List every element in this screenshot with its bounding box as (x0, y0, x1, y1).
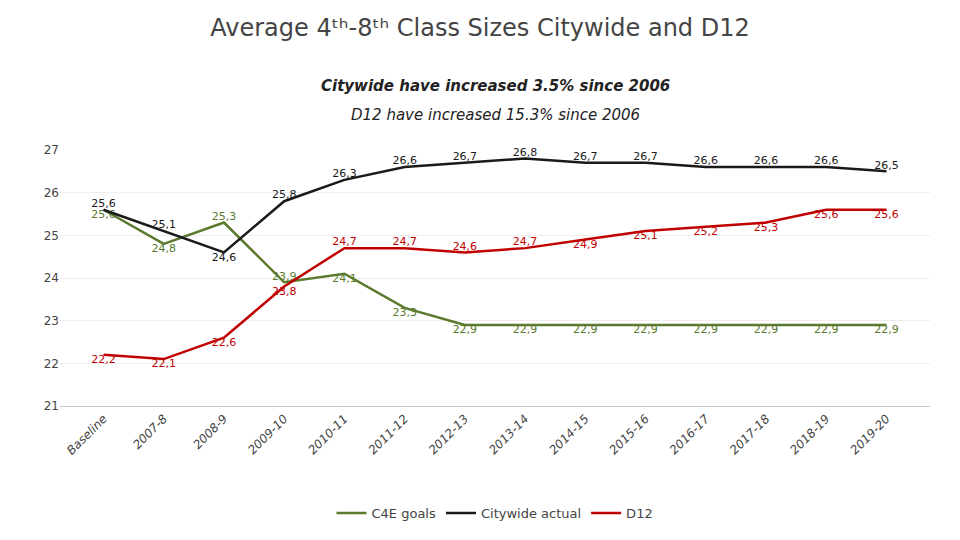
svg-text:25,6: 25,6 (814, 208, 839, 221)
svg-text:2013-14: 2013-14 (486, 412, 531, 457)
svg-text:D12: D12 (626, 506, 653, 521)
svg-text:22,9: 22,9 (694, 323, 719, 336)
svg-text:25: 25 (44, 229, 59, 243)
svg-text:26,3: 26,3 (332, 167, 357, 180)
svg-text:23,8: 23,8 (272, 285, 297, 298)
svg-text:27: 27 (44, 143, 59, 157)
svg-text:2019-20: 2019-20 (848, 412, 894, 458)
svg-text:2009-10: 2009-10 (245, 412, 291, 458)
svg-text:C4E goals: C4E goals (372, 506, 436, 521)
svg-text:24,6: 24,6 (212, 251, 237, 264)
svg-text:Average 4ᵗʰ-8ᵗʰ Class Sizes Ci: Average 4ᵗʰ-8ᵗʰ Class Sizes Citywide and… (210, 14, 750, 42)
svg-text:2008-9: 2008-9 (190, 412, 230, 452)
svg-text:25,3: 25,3 (212, 210, 237, 223)
svg-text:23,3: 23,3 (392, 306, 417, 319)
svg-text:24,7: 24,7 (332, 235, 357, 248)
svg-text:2017-18: 2017-18 (727, 412, 773, 458)
svg-text:25,3: 25,3 (754, 221, 779, 234)
svg-text:24,6: 24,6 (453, 240, 478, 253)
svg-text:26,8: 26,8 (513, 146, 538, 159)
svg-text:24,9: 24,9 (573, 238, 598, 251)
svg-text:22,6: 22,6 (212, 336, 237, 349)
svg-text:24,7: 24,7 (513, 235, 538, 248)
svg-text:25,2: 25,2 (694, 225, 719, 238)
svg-text:2012-13: 2012-13 (426, 412, 471, 457)
svg-text:23: 23 (44, 314, 59, 328)
svg-text:26: 26 (44, 186, 59, 200)
svg-text:21: 21 (44, 399, 59, 413)
svg-text:22,9: 22,9 (573, 323, 598, 336)
svg-text:D12 have increased 15.3% since: D12 have increased 15.3% since 2006 (351, 106, 640, 124)
svg-text:25,8: 25,8 (272, 188, 297, 201)
svg-text:23,9: 23,9 (272, 270, 297, 283)
svg-text:2010-11: 2010-11 (305, 412, 350, 457)
svg-text:2011-12: 2011-12 (366, 412, 411, 457)
svg-text:25,6: 25,6 (874, 208, 899, 221)
svg-text:26,7: 26,7 (573, 150, 598, 163)
svg-text:22,9: 22,9 (814, 323, 839, 336)
svg-text:Citywide actual: Citywide actual (481, 506, 581, 521)
svg-text:24,8: 24,8 (151, 242, 176, 255)
svg-text:22,9: 22,9 (874, 323, 899, 336)
svg-text:Baseline: Baseline (64, 412, 110, 458)
svg-text:22: 22 (44, 357, 59, 371)
svg-text:2018-19: 2018-19 (787, 412, 832, 457)
svg-text:22,9: 22,9 (754, 323, 779, 336)
svg-text:26,6: 26,6 (754, 154, 779, 167)
svg-text:2014-15: 2014-15 (546, 412, 591, 457)
svg-text:26,6: 26,6 (814, 154, 839, 167)
svg-text:24,7: 24,7 (392, 235, 417, 248)
svg-text:2015-16: 2015-16 (607, 412, 653, 458)
svg-text:24: 24 (44, 271, 59, 285)
svg-text:25,1: 25,1 (151, 218, 176, 231)
svg-text:26,6: 26,6 (392, 154, 417, 167)
svg-text:22,9: 22,9 (513, 323, 538, 336)
svg-text:26,6: 26,6 (694, 154, 719, 167)
svg-text:22,1: 22,1 (151, 357, 176, 370)
svg-text:25,1: 25,1 (633, 229, 658, 242)
svg-text:22,9: 22,9 (453, 323, 478, 336)
svg-text:2007-8: 2007-8 (130, 412, 170, 452)
svg-text:22,2: 22,2 (91, 353, 116, 366)
svg-text:25,6: 25,6 (91, 197, 116, 210)
svg-text:26,7: 26,7 (453, 150, 478, 163)
svg-text:2016-17: 2016-17 (667, 412, 713, 458)
svg-text:26,7: 26,7 (633, 150, 658, 163)
svg-text:Citywide have increased 3.5% s: Citywide have increased 3.5% since 2006 (321, 77, 670, 95)
svg-text:26,5: 26,5 (874, 159, 899, 172)
svg-text:22,9: 22,9 (633, 323, 658, 336)
svg-text:24,1: 24,1 (332, 272, 357, 285)
svg-text:25,6: 25,6 (91, 208, 116, 221)
